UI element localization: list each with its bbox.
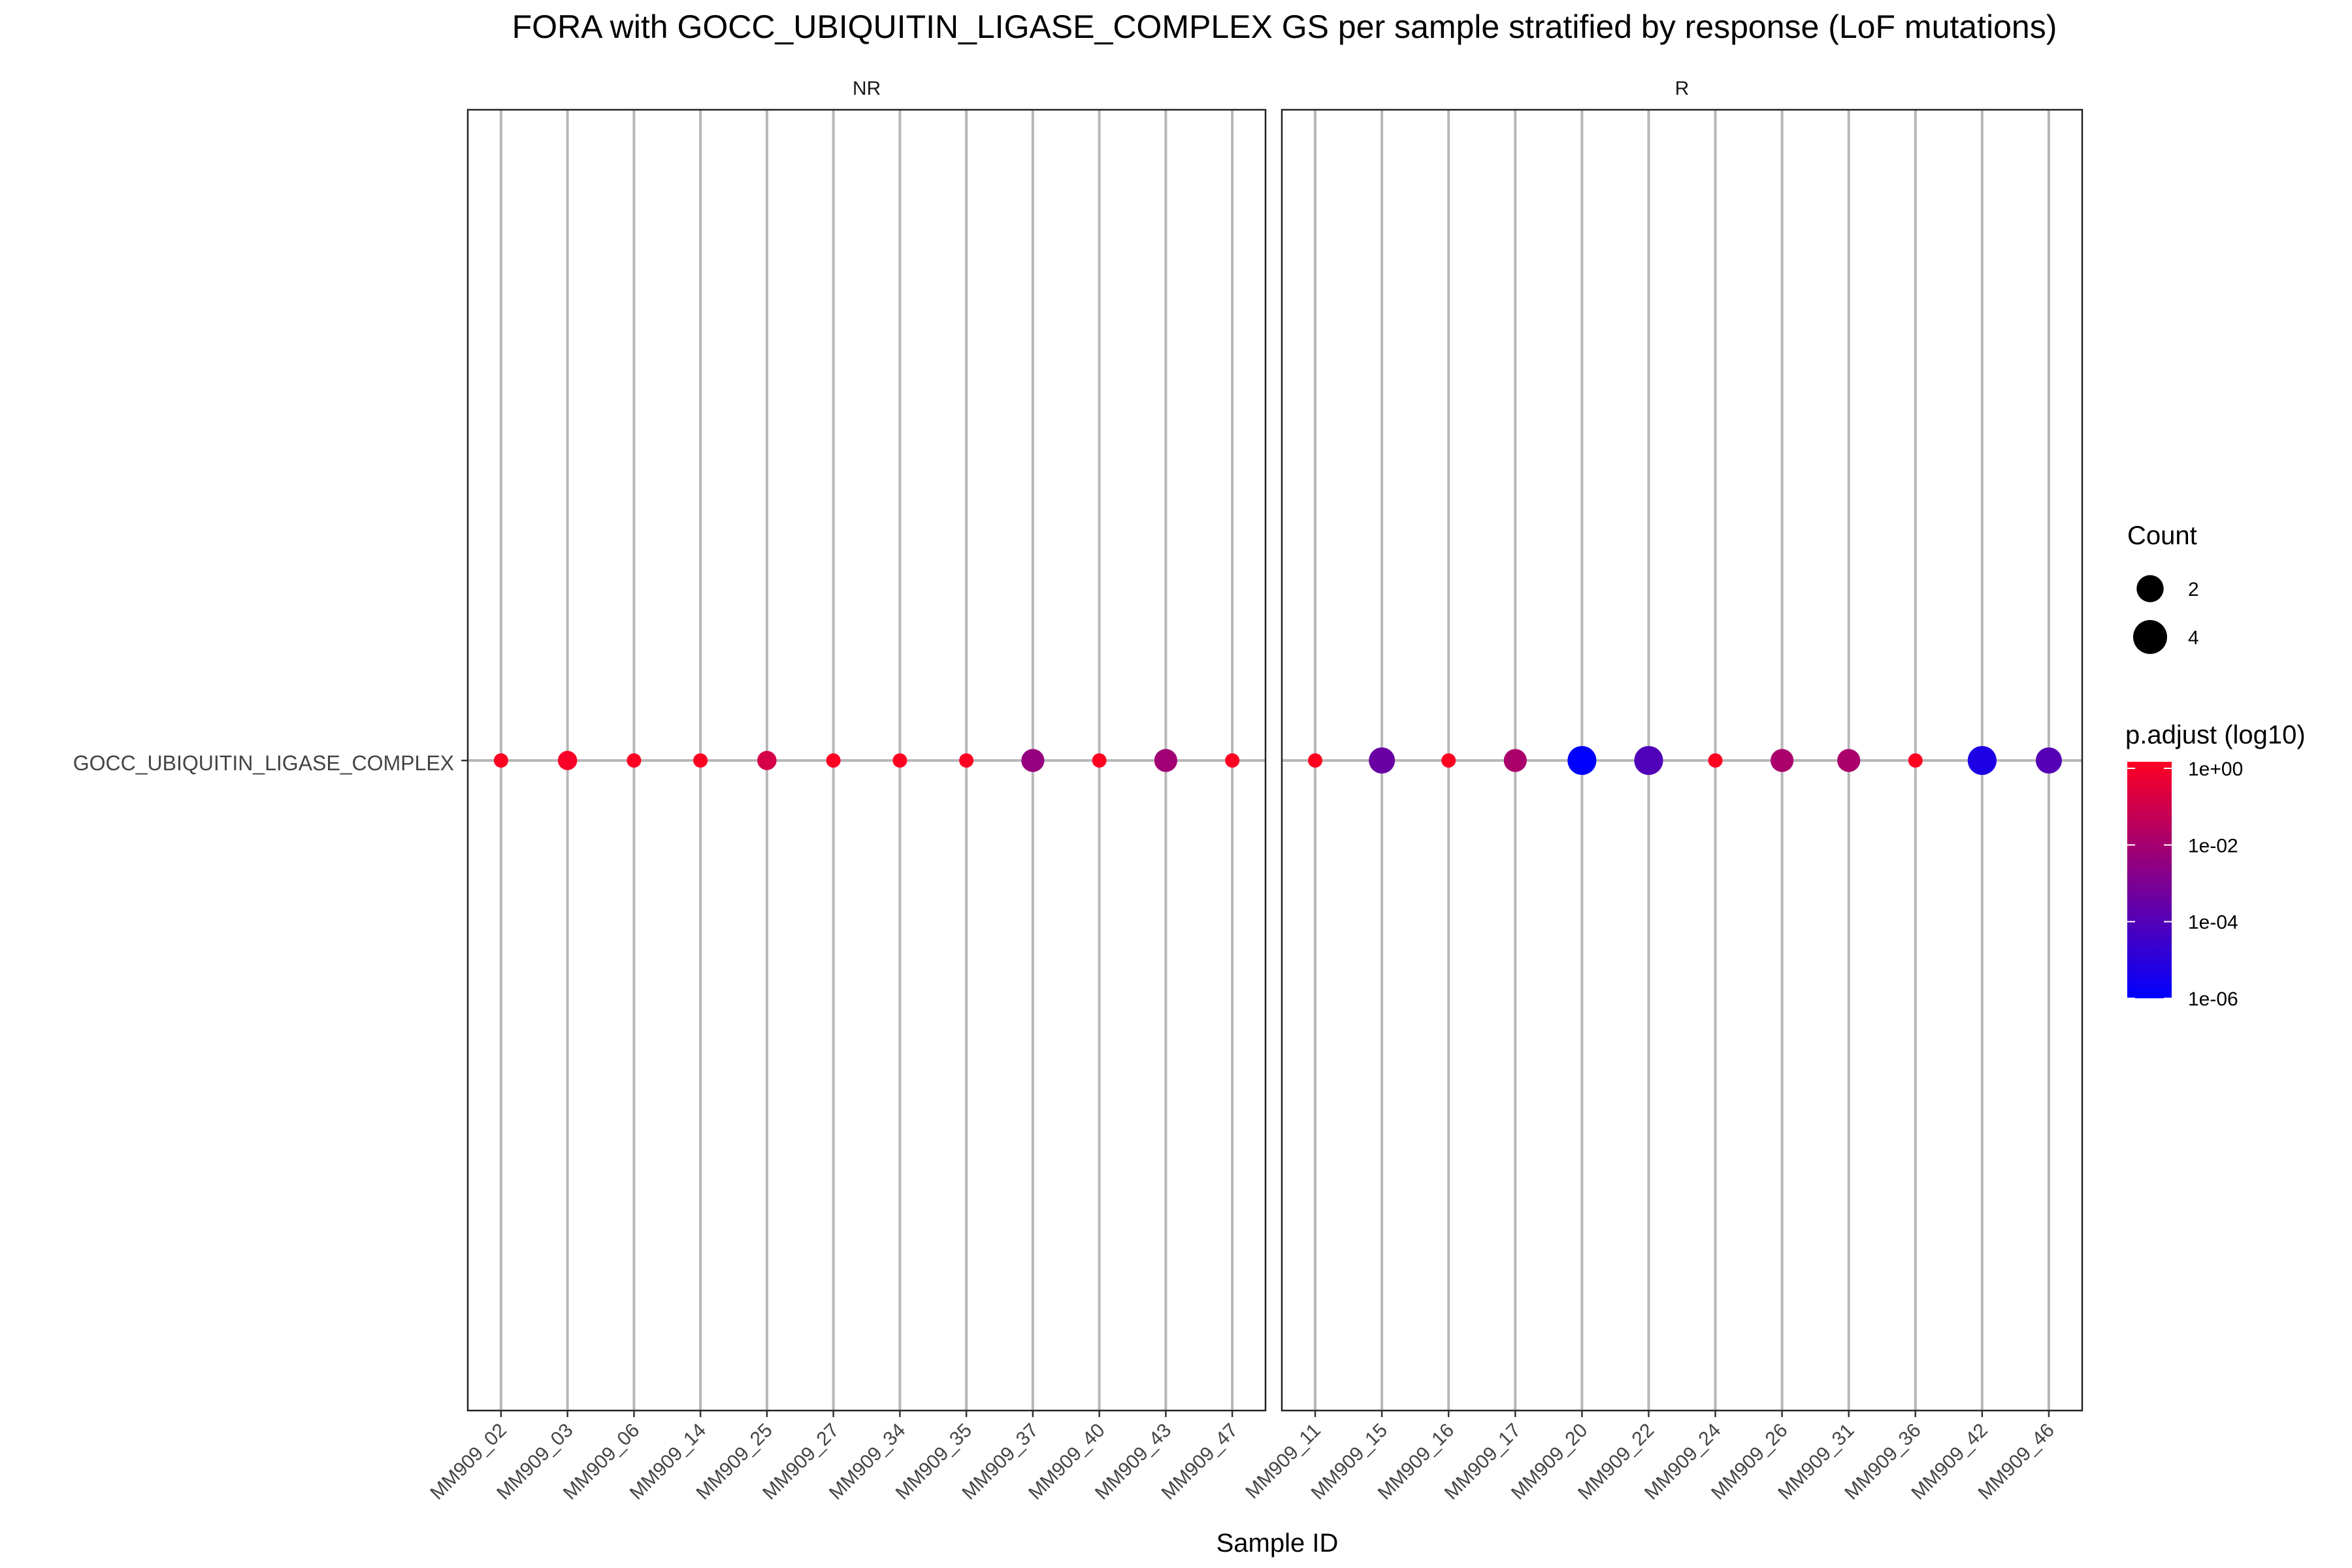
data-point-MM909_40 <box>1092 753 1107 768</box>
data-point-MM909_06 <box>627 753 642 768</box>
size-legend: Count 24 <box>2127 521 2199 654</box>
color-legend-title: p.adjust (log10) <box>2125 721 2306 749</box>
color-legend: p.adjust (log10) 1e+00 1e-02 1e-04 1e-06 <box>2125 721 2306 1010</box>
size-legend-key <box>2133 620 2167 654</box>
color-legend-label: 1e-02 <box>2188 835 2238 857</box>
y-category-label: GOCC_UBIQUITIN_LIGASE_COMPLEX <box>73 751 454 775</box>
chart-title: FORA with GOCC_UBIQUITIN_LIGASE_COMPLEX … <box>512 8 2057 45</box>
data-point-MM909_31 <box>1837 749 1861 772</box>
facet-panel-R: RMM909_11MM909_15MM909_16MM909_17MM909_2… <box>1241 78 2083 1504</box>
data-point-MM909_27 <box>826 753 841 768</box>
facet-panels: NRMM909_02MM909_03MM909_06MM909_14MM909_… <box>426 78 2083 1504</box>
size-legend-label: 2 <box>2188 579 2199 600</box>
data-point-MM909_36 <box>1908 753 1923 768</box>
size-legend-key <box>2136 575 2164 602</box>
facet-strip-label: R <box>1675 78 1690 99</box>
data-point-MM909_34 <box>892 753 907 768</box>
data-point-MM909_11 <box>1308 753 1323 768</box>
data-point-MM909_17 <box>1503 749 1527 772</box>
data-point-MM909_14 <box>693 753 708 768</box>
data-point-MM909_43 <box>1154 749 1177 772</box>
data-point-MM909_42 <box>1967 745 1997 776</box>
data-point-MM909_22 <box>1634 745 1663 776</box>
data-point-MM909_16 <box>1441 753 1456 768</box>
facet-strip-label: NR <box>853 78 881 99</box>
data-point-MM909_26 <box>1771 749 1794 772</box>
data-point-MM909_25 <box>757 751 777 770</box>
data-point-MM909_35 <box>959 753 974 768</box>
color-legend-label: 1e-04 <box>2188 912 2238 934</box>
data-point-MM909_37 <box>1021 749 1045 772</box>
data-point-MM909_46 <box>2035 747 2062 774</box>
color-legend-ticks: 1e+00 1e-02 1e-04 1e-06 <box>2127 759 2243 1010</box>
data-point-MM909_47 <box>1225 753 1240 768</box>
data-point-MM909_20 <box>1567 745 1597 776</box>
size-legend-keys: 24 <box>2133 575 2199 654</box>
data-point-MM909_15 <box>1369 747 1396 774</box>
x-axis-title: Sample ID <box>1217 1529 1339 1558</box>
color-legend-label: 1e+00 <box>2188 759 2243 780</box>
panel-border <box>1281 108 2083 1412</box>
color-bar <box>2127 762 2172 998</box>
color-legend-label: 1e-06 <box>2188 988 2238 1010</box>
data-point-MM909_03 <box>557 751 578 770</box>
data-point-MM909_02 <box>493 753 508 768</box>
size-legend-title: Count <box>2127 521 2197 550</box>
facet-panel-NR: NRMM909_02MM909_03MM909_06MM909_14MM909_… <box>426 78 1267 1504</box>
size-legend-label: 4 <box>2188 627 2199 649</box>
data-point-MM909_24 <box>1708 753 1723 768</box>
